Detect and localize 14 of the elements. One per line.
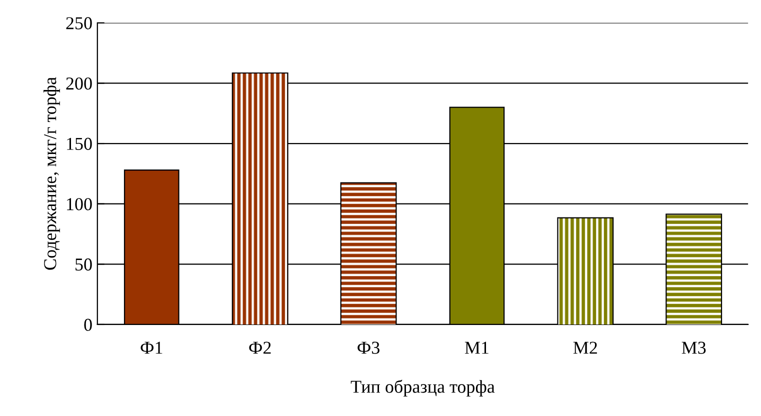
y-tick-label: 0	[84, 318, 92, 331]
y-tick-label: 100	[67, 198, 92, 210]
x-tick-label: М1	[464, 342, 488, 354]
x-tick-label: Ф3	[358, 342, 380, 354]
x-tick-label: Ф1	[140, 342, 162, 354]
x-tick-label: М2	[573, 342, 597, 354]
x-tick-label: М3	[682, 342, 706, 354]
y-axis-title: Содержание, мкг/г торфа	[44, 77, 60, 270]
x-axis-title: Тип образца торфа	[350, 380, 495, 397]
x-tick-label: Ф2	[249, 342, 271, 354]
y-tick-label: 250	[66, 17, 92, 30]
y-tick-label: 200	[66, 77, 92, 90]
y-tick-label: 50	[76, 258, 92, 271]
y-tick-label: 150	[67, 138, 92, 150]
